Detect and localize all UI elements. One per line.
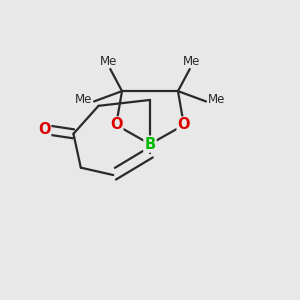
Text: Me: Me	[100, 55, 118, 68]
Text: Me: Me	[75, 93, 93, 106]
Text: Me: Me	[207, 93, 225, 106]
Text: O: O	[110, 118, 122, 133]
Text: Me: Me	[182, 55, 200, 68]
Text: O: O	[38, 122, 50, 137]
Text: B: B	[144, 136, 156, 152]
Text: O: O	[178, 118, 190, 133]
